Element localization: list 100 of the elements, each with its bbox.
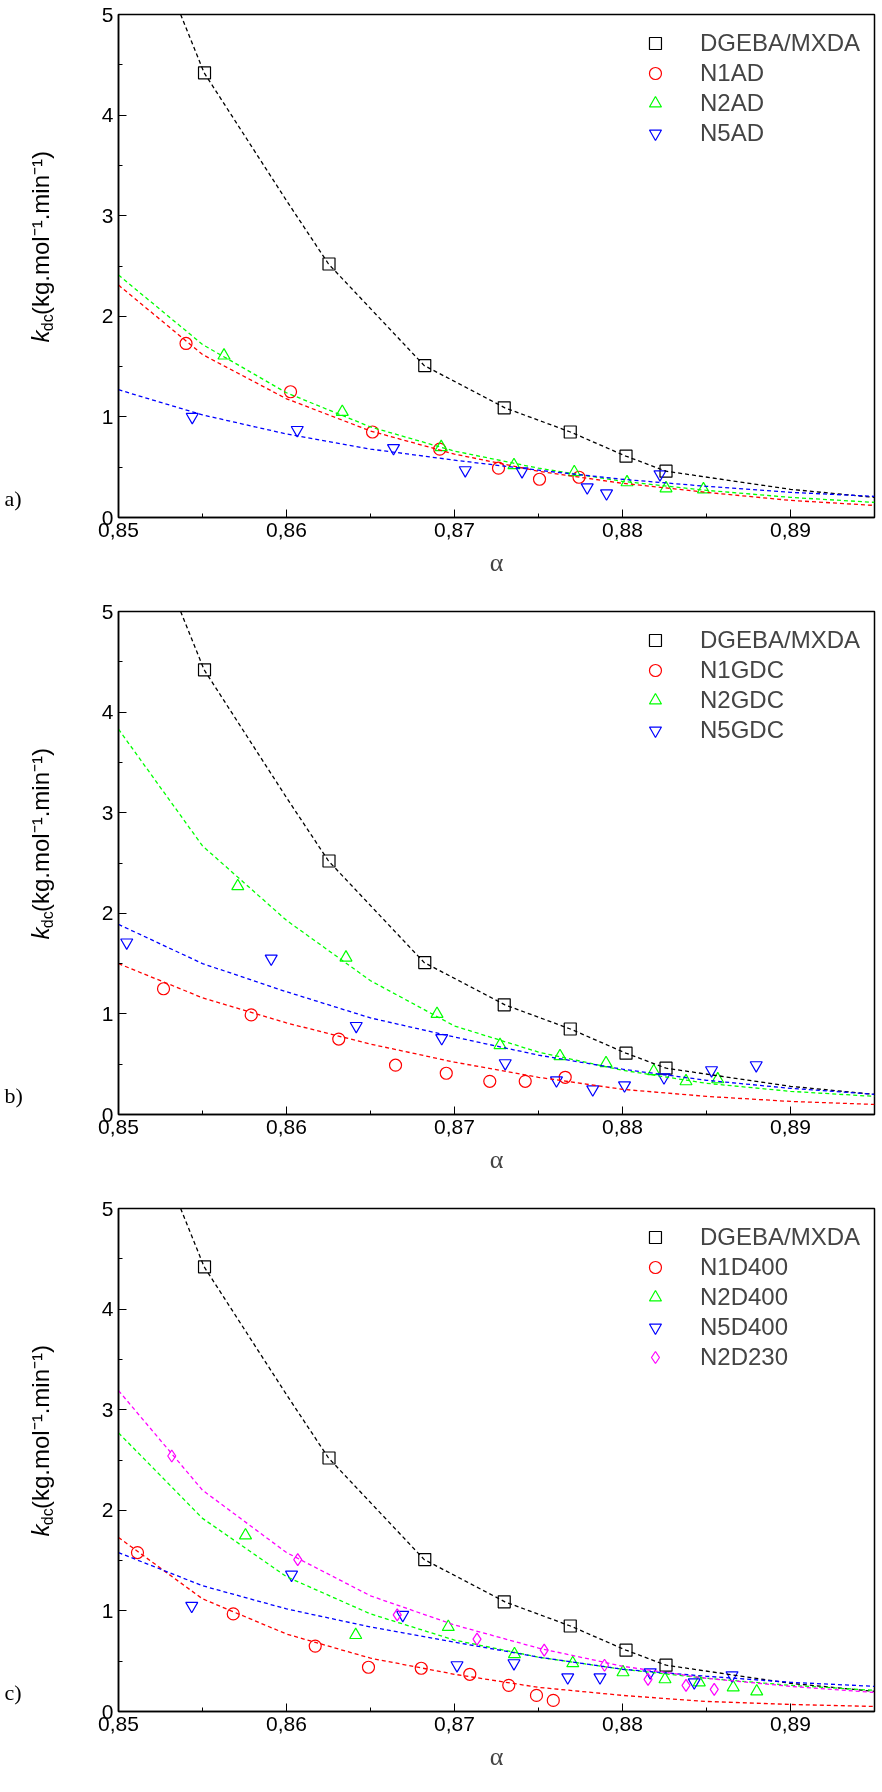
point (563, 425, 577, 439)
point (264, 954, 278, 967)
point (498, 1059, 512, 1071)
point (643, 1672, 653, 1686)
point (647, 1063, 661, 1076)
point (619, 449, 633, 463)
point (620, 474, 634, 487)
point (217, 348, 231, 360)
point (283, 385, 298, 399)
point (529, 1688, 544, 1702)
y-tick-label: 4 (101, 700, 114, 724)
point (231, 878, 245, 891)
line-series (118, 923, 875, 1096)
point (197, 66, 212, 80)
point (549, 1076, 564, 1088)
point (491, 461, 506, 475)
point (653, 470, 667, 482)
point (599, 1658, 610, 1672)
point (749, 1061, 763, 1073)
point (130, 1545, 145, 1560)
point (167, 1449, 177, 1463)
legend-label: N2D230 (699, 1342, 789, 1372)
point (179, 336, 193, 351)
point (450, 1661, 464, 1673)
point (515, 467, 529, 479)
point (361, 1660, 376, 1674)
legend-label: N2D400 (699, 1282, 789, 1312)
point (725, 1671, 739, 1683)
point (659, 1658, 673, 1672)
point (711, 1071, 725, 1084)
point (290, 425, 304, 438)
point (617, 1081, 632, 1093)
legend-label: N2GDC (699, 685, 784, 715)
legend-label: N2AD (699, 88, 764, 118)
point (532, 472, 547, 486)
point (197, 663, 212, 677)
point (563, 1619, 577, 1633)
point (483, 1074, 497, 1088)
y-tick-label: 4 (101, 1297, 114, 1321)
x-tick-label: 0,86 (266, 1114, 307, 1138)
point (244, 1008, 258, 1022)
point (332, 1032, 346, 1046)
x-axis-title: α (489, 1741, 504, 1771)
point (619, 1643, 633, 1657)
point (308, 1639, 322, 1653)
point (493, 1037, 507, 1050)
y-tick-label: 5 (101, 1196, 114, 1220)
y-tick-label: 4 (101, 103, 114, 127)
point (472, 1632, 482, 1646)
point (726, 1679, 740, 1692)
point (580, 483, 594, 495)
point (643, 1668, 657, 1680)
point (418, 955, 432, 970)
point (441, 1619, 455, 1632)
point (434, 439, 448, 452)
point (185, 1601, 199, 1614)
point (339, 950, 353, 962)
y-tick-label: 2 (101, 304, 114, 328)
point (497, 998, 511, 1012)
x-tick-label: 0,87 (434, 517, 475, 541)
point (599, 489, 614, 501)
legend-label: N5GDC (699, 715, 784, 745)
point (507, 1646, 522, 1659)
point (392, 1608, 402, 1622)
y-tick-label: 1 (101, 1598, 114, 1622)
point (430, 1006, 444, 1018)
point (586, 1085, 600, 1097)
line-series (118, 1551, 875, 1687)
point (507, 1659, 521, 1671)
y-tick-label: 3 (101, 800, 114, 824)
point (414, 1661, 428, 1675)
point (750, 1683, 764, 1696)
point (546, 1693, 560, 1708)
x-tick-label: 0,88 (602, 1711, 643, 1735)
point (619, 1046, 633, 1060)
legend-label: N1GDC (699, 655, 784, 685)
point (349, 1627, 363, 1640)
x-tick-label: 0,86 (266, 517, 307, 541)
point (567, 464, 581, 477)
point (418, 358, 432, 373)
point (704, 1066, 719, 1078)
point (657, 1073, 671, 1085)
point (679, 1073, 693, 1086)
point (687, 1678, 701, 1690)
x-axis-title: α (489, 1144, 504, 1174)
point (593, 1673, 607, 1685)
point (439, 1066, 453, 1080)
point (659, 480, 673, 493)
y-tick-label: 3 (101, 1397, 114, 1421)
point (388, 1058, 403, 1072)
line-series (118, 1536, 875, 1708)
point (553, 1048, 567, 1061)
x-tick-label: 0,88 (602, 1114, 643, 1138)
y-axis-title: kdc(kg.mol⁻¹.min⁻¹) (27, 151, 56, 343)
point (692, 1674, 706, 1687)
y-tick-label: 2 (101, 901, 114, 925)
y-tick-label: 5 (101, 599, 114, 623)
point (322, 854, 336, 868)
point (322, 257, 336, 271)
point (681, 1678, 691, 1692)
